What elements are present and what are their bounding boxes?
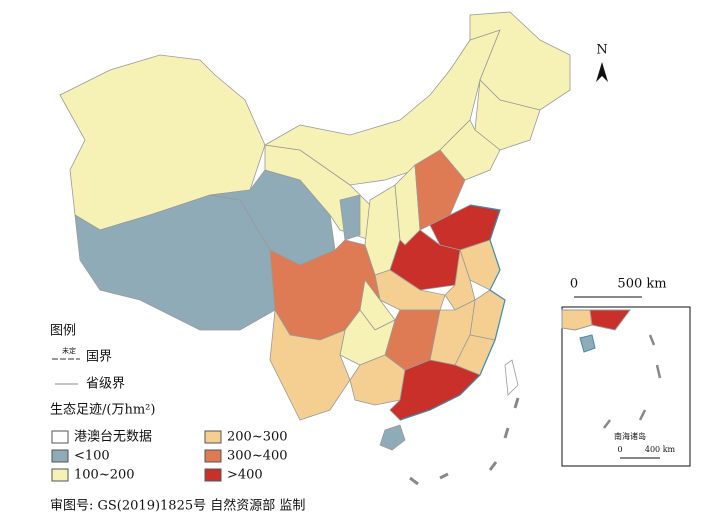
legend-value-title: 生态足迹/(万hm²) bbox=[50, 403, 155, 418]
nine-dash bbox=[409, 397, 520, 486]
north-arrow bbox=[596, 62, 608, 82]
legend-national: 国界 bbox=[86, 350, 112, 365]
legend-swatch bbox=[51, 468, 69, 482]
scale-zero: 0 bbox=[570, 277, 578, 292]
inset-scale-label: 400 km bbox=[645, 445, 676, 454]
province bbox=[209, 169, 336, 266]
legend-province: 省级界 bbox=[86, 377, 125, 392]
province bbox=[374, 269, 446, 311]
legend-label: 200~300 bbox=[227, 430, 288, 445]
province bbox=[469, 11, 571, 111]
legend-label: >400 bbox=[227, 468, 263, 483]
legend-tag: 未定 bbox=[62, 346, 76, 355]
inset: 南海诸岛 0 400 km bbox=[561, 306, 691, 467]
provinces bbox=[59, 11, 571, 451]
north-label: N bbox=[596, 43, 607, 58]
footer: 审图号: GS(2019)1825号 自然资源部 监制 bbox=[50, 498, 305, 514]
province bbox=[339, 309, 396, 366]
coastline bbox=[399, 204, 506, 421]
legend-swatch bbox=[51, 449, 69, 463]
legend-label: 100~200 bbox=[74, 468, 135, 483]
legend-swatch bbox=[204, 430, 222, 444]
legend-label: 港澳台无数据 bbox=[74, 429, 152, 445]
legend-label: <100 bbox=[74, 449, 110, 464]
legend-swatch bbox=[51, 430, 69, 444]
province bbox=[339, 194, 361, 241]
legend-classes: 港澳台无数据 <100 100~200 200~300 300~400 >400 bbox=[51, 429, 288, 483]
legend-label: 300~400 bbox=[227, 449, 288, 464]
legend-swatch bbox=[204, 449, 222, 463]
scale-label: 500 km bbox=[617, 277, 666, 292]
inset-scale-zero: 0 bbox=[617, 445, 622, 454]
province bbox=[379, 424, 406, 451]
province bbox=[504, 359, 519, 396]
province bbox=[469, 289, 506, 341]
inset-title: 南海诸岛 bbox=[614, 431, 646, 441]
legend-title: 图例 bbox=[50, 324, 76, 339]
legend-swatch bbox=[204, 468, 222, 482]
